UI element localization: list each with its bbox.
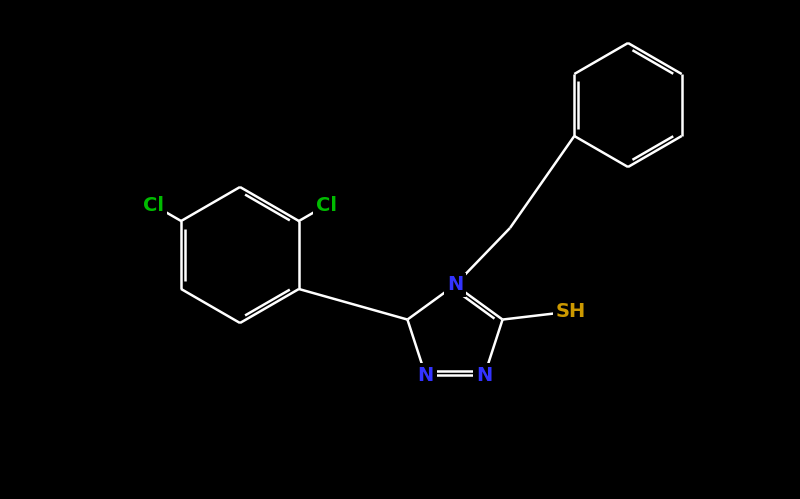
Text: Cl: Cl — [316, 196, 337, 215]
Text: N: N — [418, 366, 434, 385]
Text: N: N — [447, 275, 463, 294]
Text: Cl: Cl — [143, 196, 164, 215]
Text: N: N — [476, 366, 493, 385]
Text: SH: SH — [555, 302, 586, 321]
